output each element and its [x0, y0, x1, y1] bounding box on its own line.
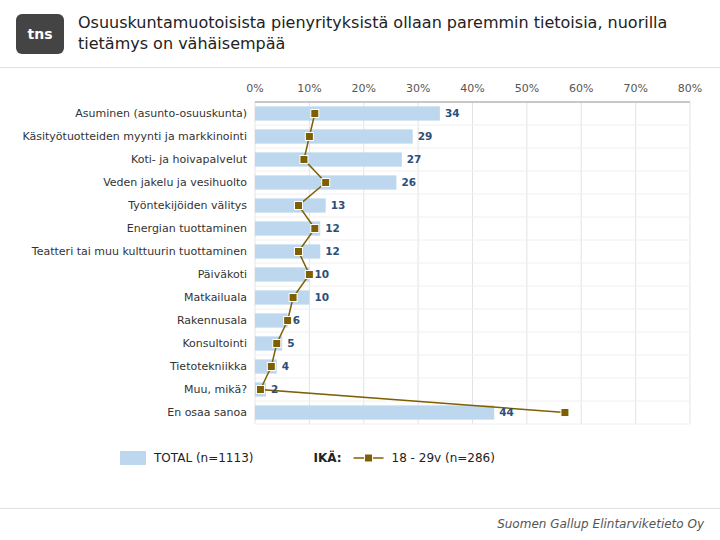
tick-label: 30% [406, 82, 430, 95]
grid-line-horizontal [255, 217, 690, 218]
legend-marker [365, 454, 373, 462]
bar [255, 336, 282, 350]
marker [273, 340, 281, 348]
marker [305, 133, 313, 141]
marker [305, 271, 313, 279]
category-label: Muu, mikä? [184, 383, 247, 396]
category-label: Työntekijöiden välitys [127, 199, 247, 212]
marker [561, 409, 569, 417]
grid-line-horizontal [255, 148, 690, 149]
marker [256, 386, 264, 394]
marker [284, 317, 292, 325]
data-label: 44 [499, 406, 514, 418]
bar [255, 106, 440, 120]
grid-line-horizontal [255, 424, 690, 425]
data-label: 29 [418, 130, 433, 142]
title: Osuuskuntamuotoisista pienyrityksistä ol… [78, 13, 704, 55]
bar [255, 129, 413, 143]
bar [255, 359, 277, 373]
data-label: 13 [331, 199, 346, 211]
legend-swatch [120, 451, 146, 465]
data-labels: 34 29 27 26 13 12 12 10 10 6 5 42 44 [271, 107, 514, 418]
data-label: 12 [325, 222, 340, 234]
bar [255, 405, 494, 419]
tick-label: 80% [678, 82, 702, 95]
category-label: En osaa sanoa [167, 406, 247, 419]
marker [267, 363, 275, 371]
tick-label: 40% [460, 82, 484, 95]
category-label: Veden jakelu ja vesihuolto [103, 176, 247, 189]
category-label: Konsultointi [182, 337, 247, 350]
plot-area [255, 106, 569, 419]
data-label: 34 [445, 107, 460, 119]
grid-line-horizontal [255, 125, 690, 126]
bar [255, 244, 320, 258]
category-label: Tietotekniikka [169, 360, 247, 373]
bar [255, 313, 288, 327]
x-axis-line [255, 102, 690, 103]
bar [255, 198, 326, 212]
tick-label: 70% [623, 82, 647, 95]
bar [255, 267, 309, 281]
grid-line-horizontal [255, 194, 690, 195]
grid-line-horizontal [255, 286, 690, 287]
category-label: Koti- ja hoivapalvelut [131, 153, 248, 166]
marker [311, 225, 319, 233]
header: tns Osuuskuntamuotoisista pienyrityksist… [0, 0, 720, 68]
category-label: Rakennusala [177, 314, 247, 327]
data-label: 5 [287, 337, 294, 349]
marker [300, 156, 308, 164]
grid-line-horizontal [255, 332, 690, 333]
category-label: Käsityötuotteiden myynti ja markkinointi [22, 130, 247, 143]
grid-line-horizontal [255, 263, 690, 264]
bar [255, 152, 402, 166]
data-label: 4 [282, 360, 289, 372]
category-label: Teatteri tai muu kulttuurin tuottaminen [31, 245, 247, 258]
data-label: 26 [401, 176, 416, 188]
legend-entry: TOTAL (n=1113) [153, 451, 253, 465]
grid-line-horizontal [255, 171, 690, 172]
category-label: Päiväkoti [198, 268, 247, 281]
tick-label: 60% [569, 82, 593, 95]
bar [255, 175, 396, 189]
tick-label: 10% [297, 82, 321, 95]
grid-line-horizontal [255, 355, 690, 356]
data-label: 2 [271, 383, 278, 395]
grid [255, 102, 690, 424]
tick-label: 20% [352, 82, 376, 95]
logo: tns [16, 14, 64, 54]
grid-line-horizontal [255, 378, 690, 379]
grid-line-horizontal [255, 401, 690, 402]
data-label: 12 [325, 245, 340, 257]
category-label: Matkailuala [184, 291, 247, 304]
marker [311, 110, 319, 118]
tick-label: 0% [246, 82, 263, 95]
grid-line-horizontal [255, 102, 690, 103]
legend: TOTAL (n=1113) IKÄ: 18 - 29v (n=286) [120, 450, 495, 466]
category-label: Energian tuottaminen [127, 222, 247, 235]
tick-label: 50% [515, 82, 539, 95]
bar [255, 290, 309, 304]
bar [255, 382, 266, 396]
marker [289, 294, 297, 302]
footer: Suomen Gallup Elintarviketieto Oy [0, 508, 720, 538]
data-label: 10 [314, 268, 329, 280]
grid-line-horizontal [255, 309, 690, 310]
grid-line-horizontal [255, 240, 690, 241]
marker [295, 202, 303, 210]
legend-entry: 18 - 29v (n=286) [392, 451, 495, 465]
category-label: Asuminen (asunto-osuuskunta) [75, 107, 247, 120]
chart: 0% 10% 20% 30% 40% 50% 60% 70% 80% Asuminen (asun… [0, 68, 720, 508]
line [260, 114, 565, 413]
data-label: 27 [407, 153, 422, 165]
data-label: 6 [293, 314, 300, 326]
marker [322, 179, 330, 187]
data-label: 10 [314, 291, 329, 303]
legend-title: IKÄ: [313, 450, 341, 465]
marker [295, 248, 303, 256]
